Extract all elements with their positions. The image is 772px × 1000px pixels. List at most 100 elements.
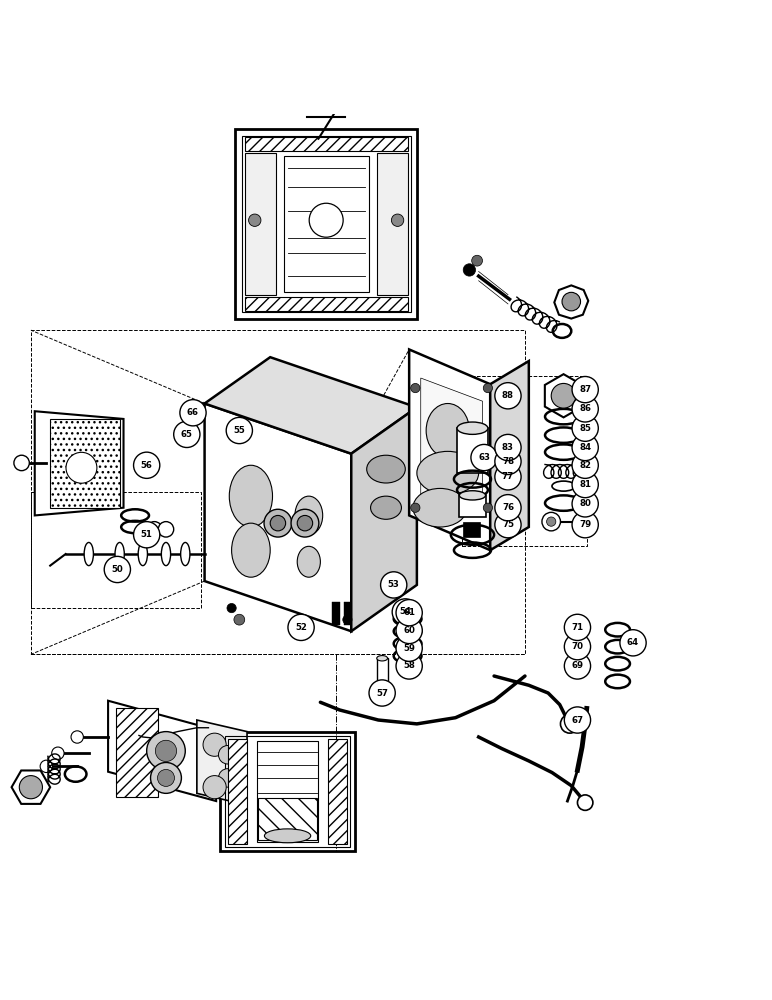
Circle shape <box>249 214 261 226</box>
Text: 58: 58 <box>403 661 415 670</box>
Text: 65: 65 <box>181 430 193 439</box>
Bar <box>332 602 340 625</box>
Bar <box>344 602 351 625</box>
Text: 69: 69 <box>571 661 584 670</box>
Circle shape <box>403 651 412 661</box>
Circle shape <box>151 762 181 793</box>
Circle shape <box>471 444 497 471</box>
Circle shape <box>180 400 206 426</box>
Ellipse shape <box>232 523 270 577</box>
Polygon shape <box>421 378 482 515</box>
Circle shape <box>564 614 591 641</box>
Circle shape <box>52 747 64 759</box>
Polygon shape <box>108 701 216 801</box>
Text: 77: 77 <box>502 472 514 481</box>
Circle shape <box>472 255 482 266</box>
Circle shape <box>495 512 521 538</box>
Text: 52: 52 <box>295 623 307 632</box>
Ellipse shape <box>84 542 93 566</box>
Circle shape <box>174 421 200 448</box>
Text: 59: 59 <box>403 644 415 653</box>
Circle shape <box>288 614 314 641</box>
Circle shape <box>483 503 493 512</box>
Circle shape <box>495 495 521 521</box>
Circle shape <box>403 639 412 648</box>
Text: 55: 55 <box>233 426 245 435</box>
Ellipse shape <box>161 542 171 566</box>
Text: 51: 51 <box>141 530 153 539</box>
Circle shape <box>542 512 560 531</box>
Circle shape <box>560 715 579 733</box>
Text: 84: 84 <box>579 443 591 452</box>
Polygon shape <box>205 357 417 454</box>
Polygon shape <box>409 349 490 550</box>
Polygon shape <box>284 156 368 292</box>
Ellipse shape <box>115 542 124 566</box>
Text: 82: 82 <box>579 461 591 470</box>
Circle shape <box>309 203 343 237</box>
Circle shape <box>291 509 319 537</box>
Ellipse shape <box>413 488 467 527</box>
Text: 61: 61 <box>403 608 415 617</box>
Text: 76: 76 <box>502 503 514 512</box>
Circle shape <box>392 599 418 625</box>
Ellipse shape <box>371 496 401 519</box>
Polygon shape <box>554 285 588 319</box>
Text: 54: 54 <box>399 607 411 616</box>
Circle shape <box>620 630 646 656</box>
Polygon shape <box>245 153 276 295</box>
Circle shape <box>369 680 395 706</box>
Circle shape <box>572 434 598 461</box>
Circle shape <box>411 503 420 512</box>
Text: 66: 66 <box>187 408 199 417</box>
Circle shape <box>572 491 598 517</box>
Text: 80: 80 <box>579 499 591 508</box>
Ellipse shape <box>459 491 486 500</box>
Text: 88: 88 <box>502 391 514 400</box>
Polygon shape <box>205 403 351 631</box>
Bar <box>328 739 347 844</box>
Circle shape <box>134 522 160 548</box>
Polygon shape <box>12 770 50 804</box>
Circle shape <box>203 776 226 799</box>
Text: 53: 53 <box>388 580 400 589</box>
Bar <box>242 136 411 312</box>
Circle shape <box>104 556 130 583</box>
Circle shape <box>572 452 598 478</box>
Circle shape <box>495 464 521 490</box>
Circle shape <box>226 417 252 444</box>
Text: 63: 63 <box>478 453 490 462</box>
Bar <box>463 522 480 537</box>
Bar <box>258 798 317 840</box>
Text: 57: 57 <box>376 688 388 698</box>
Circle shape <box>483 383 493 393</box>
Text: 78: 78 <box>502 457 514 466</box>
Text: 87: 87 <box>579 385 591 394</box>
Polygon shape <box>35 411 124 515</box>
Text: 50: 50 <box>111 565 124 574</box>
Circle shape <box>396 600 422 626</box>
Circle shape <box>562 292 581 311</box>
Circle shape <box>572 471 598 498</box>
Text: 70: 70 <box>571 642 584 651</box>
Circle shape <box>71 731 83 743</box>
Circle shape <box>572 396 598 422</box>
Bar <box>225 736 350 847</box>
Circle shape <box>495 383 521 409</box>
Bar <box>245 137 408 151</box>
Text: 83: 83 <box>502 443 514 452</box>
Circle shape <box>227 603 236 613</box>
Circle shape <box>577 795 593 810</box>
Ellipse shape <box>264 829 310 843</box>
Bar <box>116 708 158 797</box>
Circle shape <box>564 653 591 679</box>
Circle shape <box>396 653 422 679</box>
Ellipse shape <box>426 404 469 458</box>
Circle shape <box>495 434 521 461</box>
Ellipse shape <box>181 542 190 566</box>
Circle shape <box>564 634 591 660</box>
Bar <box>459 495 486 517</box>
Ellipse shape <box>297 546 320 577</box>
Ellipse shape <box>377 656 388 661</box>
Circle shape <box>158 522 174 537</box>
